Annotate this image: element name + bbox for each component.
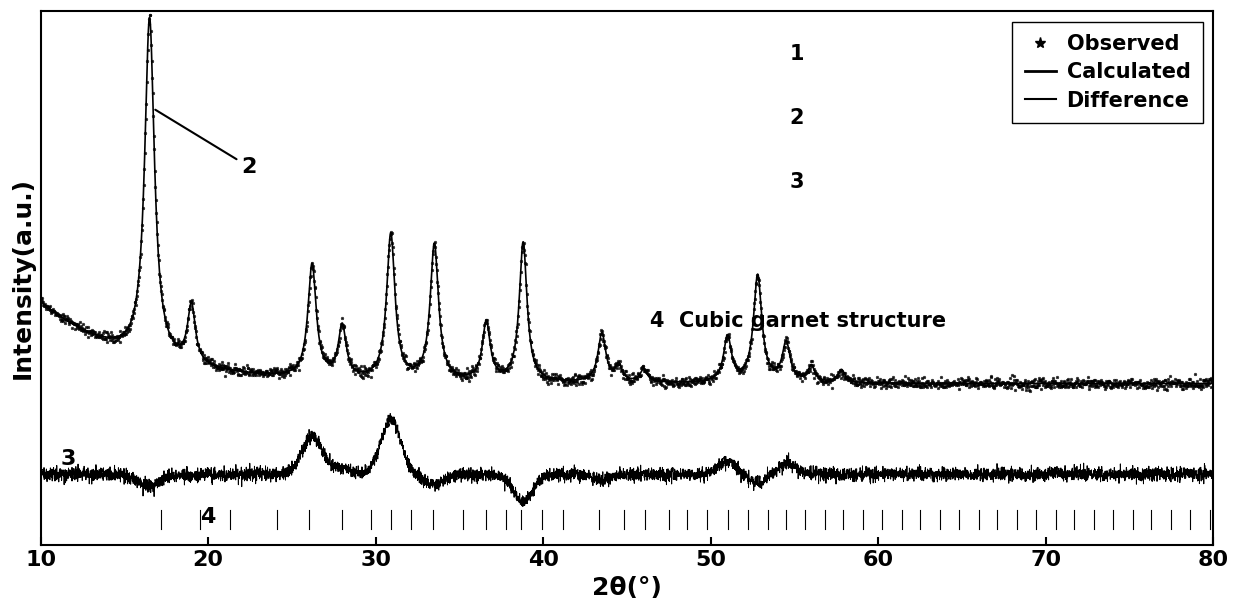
Line: Difference: Difference — [41, 414, 1213, 507]
Text: 4  Cubic garnet structure: 4 Cubic garnet structure — [651, 311, 946, 331]
Text: 1: 1 — [790, 44, 805, 64]
Text: 3: 3 — [61, 448, 76, 469]
Text: 3: 3 — [790, 172, 805, 192]
Calculated — [500, 364, 515, 371]
Y-axis label: Intensity(a.u.): Intensity(a.u.) — [11, 177, 35, 379]
Difference — [33, 468, 48, 475]
Calculated — [94, 332, 109, 340]
Difference — [1205, 470, 1220, 478]
Calculated — [33, 298, 48, 305]
Text: 4: 4 — [200, 507, 216, 527]
Calculated — [476, 332, 491, 339]
Observed — [277, 369, 291, 376]
Observed — [143, 11, 157, 18]
Observed — [1023, 387, 1038, 395]
Difference — [601, 471, 616, 478]
Observed — [146, 132, 161, 139]
Observed — [33, 296, 48, 304]
Difference — [516, 503, 531, 510]
Difference — [94, 472, 109, 480]
Difference — [383, 410, 398, 417]
Difference — [500, 476, 515, 483]
Text: 2: 2 — [790, 108, 805, 128]
Observed — [1205, 379, 1220, 386]
Observed — [826, 376, 841, 383]
Calculated — [341, 351, 356, 358]
Line: Observed: Observed — [40, 13, 1215, 392]
Difference — [340, 462, 355, 469]
Observed — [836, 373, 851, 380]
Calculated — [601, 360, 616, 368]
Difference — [476, 471, 491, 478]
Observed — [754, 312, 769, 319]
Legend: Observed, Calculated, Difference: Observed, Calculated, Difference — [1012, 21, 1203, 123]
Calculated — [143, 13, 157, 21]
Text: 2: 2 — [155, 110, 257, 177]
Line: Calculated: Calculated — [41, 17, 1213, 384]
X-axis label: 2θ(°): 2θ(°) — [591, 576, 662, 600]
Observed — [683, 378, 698, 386]
Difference — [827, 464, 842, 472]
Calculated — [1205, 380, 1220, 387]
Calculated — [827, 375, 842, 382]
